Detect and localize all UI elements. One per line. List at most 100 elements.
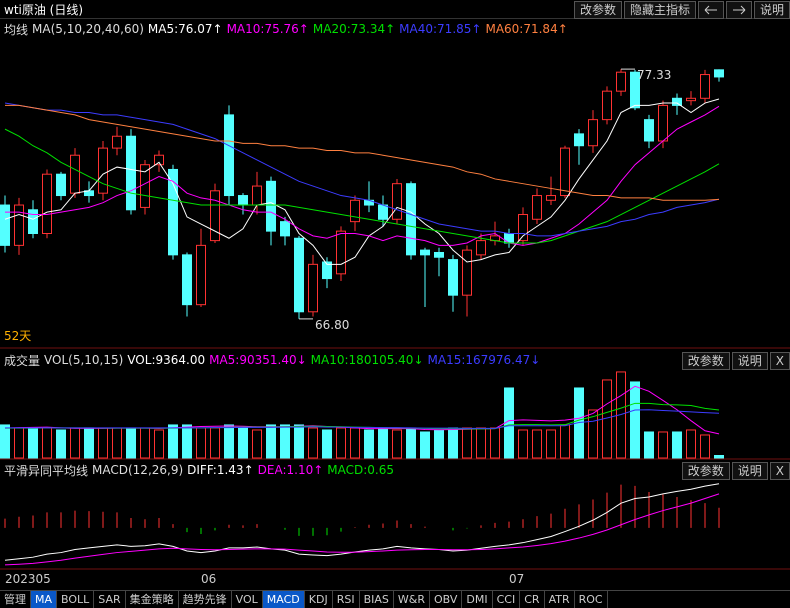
tab[interactable]: 趋势先锋: [179, 591, 232, 608]
volume-bar: [308, 427, 318, 459]
candle-body: [420, 249, 430, 256]
tab[interactable]: 集金策略: [126, 591, 179, 608]
candle-body: [602, 90, 612, 121]
button[interactable]: 改参数: [573, 1, 622, 19]
button[interactable]: 改参数: [681, 352, 730, 370]
candle-body: [266, 180, 276, 232]
volume-bar: [126, 427, 136, 459]
legend-entry: MACD:0.65: [327, 463, 394, 477]
x-tick-label: 202305: [5, 572, 51, 586]
candle-body: [238, 195, 248, 206]
volume-bar: [434, 429, 444, 459]
indicator-line: [4, 102, 720, 237]
button[interactable]: 说明: [731, 352, 768, 370]
volume-bar: [196, 427, 206, 459]
volume-bar: [630, 381, 640, 459]
tab[interactable]: BIAS: [360, 591, 394, 608]
candle-body: [616, 71, 626, 92]
legend-entry: MA15:167976.47↓: [427, 353, 541, 367]
candle-body: [644, 119, 654, 142]
legend-entry: MA5:76.07↑: [147, 22, 223, 36]
candle-body: [98, 147, 108, 194]
candle-body: [714, 69, 724, 78]
candle-body: [658, 104, 668, 142]
volume-bar: [644, 431, 654, 459]
candle-body: [434, 251, 444, 258]
candle-body: [210, 190, 220, 242]
volume-bar: [546, 429, 556, 459]
button[interactable]: 说明: [731, 462, 768, 480]
candle-body: [308, 263, 318, 313]
tab[interactable]: KDJ: [305, 591, 333, 608]
volume-bar: [686, 429, 696, 459]
button[interactable]: 隐藏主指标: [623, 1, 696, 19]
candle-body: [0, 204, 10, 246]
candle-body: [196, 244, 206, 306]
tab[interactable]: MACD: [262, 591, 305, 608]
legend-entry: MA10:180105.40↓: [310, 353, 424, 367]
volume-bar: [392, 429, 402, 459]
candle-body: [700, 74, 710, 99]
volume-bar: [210, 427, 220, 459]
tab[interactable]: RSI: [333, 591, 360, 608]
tab[interactable]: BOLL: [57, 591, 95, 608]
candle-body: [406, 183, 416, 256]
volume-bar: [700, 434, 710, 459]
tab[interactable]: ATR: [545, 591, 575, 608]
tab[interactable]: SAR: [94, 591, 126, 608]
button[interactable]: 说明: [753, 1, 790, 19]
button[interactable]: X: [769, 352, 790, 370]
candle-body: [378, 204, 388, 220]
candle-body: [448, 259, 458, 296]
button[interactable]: X: [769, 462, 790, 480]
volume-bar: [280, 424, 290, 459]
tab[interactable]: VOL: [232, 591, 263, 608]
period-label: 52天: [4, 329, 31, 343]
indicator-line: [4, 483, 720, 561]
volume-bar: [98, 427, 108, 459]
tab[interactable]: CR: [520, 591, 545, 608]
volume-bar: [112, 427, 122, 459]
volume-bar: [476, 427, 486, 459]
tab[interactable]: DMI: [462, 591, 493, 608]
x-tick-label: 06: [201, 572, 216, 586]
candle-body: [14, 204, 24, 246]
candle-body: [546, 195, 556, 201]
panel-subtitle: VOL(5,10,15): [44, 353, 124, 367]
volume-bar: [14, 427, 24, 459]
volume-bar: [560, 424, 570, 459]
tab[interactable]: OBV: [430, 591, 463, 608]
volume-bar: [350, 427, 360, 459]
volume-bar: [56, 429, 66, 459]
volume-bar: [0, 424, 10, 459]
tab[interactable]: MA: [31, 591, 58, 608]
panel-title: 平滑异同平均线: [4, 463, 89, 478]
volume-bar: [588, 409, 598, 459]
candle-body: [630, 71, 640, 109]
volume-bar: [658, 431, 668, 459]
panel-title: 均线: [4, 22, 29, 37]
candle-body: [322, 261, 332, 280]
candle-body: [588, 119, 598, 147]
prev-button[interactable]: [697, 1, 724, 19]
legend-entry: DEA:1.10↑: [257, 463, 324, 477]
tab[interactable]: CCI: [493, 591, 521, 608]
candle-body: [224, 114, 234, 197]
volume-bar: [42, 427, 52, 459]
tab[interactable]: W&R: [394, 591, 430, 608]
volume-bar: [462, 427, 472, 459]
volume-bar: [336, 427, 346, 459]
candle-body: [518, 214, 528, 242]
button[interactable]: 改参数: [681, 462, 730, 480]
annotation-label: 66.80: [315, 318, 349, 332]
candle-body: [70, 154, 80, 194]
tab[interactable]: ROC: [575, 591, 608, 608]
candle-body: [294, 237, 304, 313]
indicator-line: [4, 98, 720, 265]
tab[interactable]: 管理: [0, 591, 31, 608]
volume-bar: [378, 427, 388, 459]
next-button[interactable]: [725, 1, 752, 19]
legend-entry: MA40:71.85↑: [399, 22, 482, 36]
indicator-line: [5, 409, 720, 429]
